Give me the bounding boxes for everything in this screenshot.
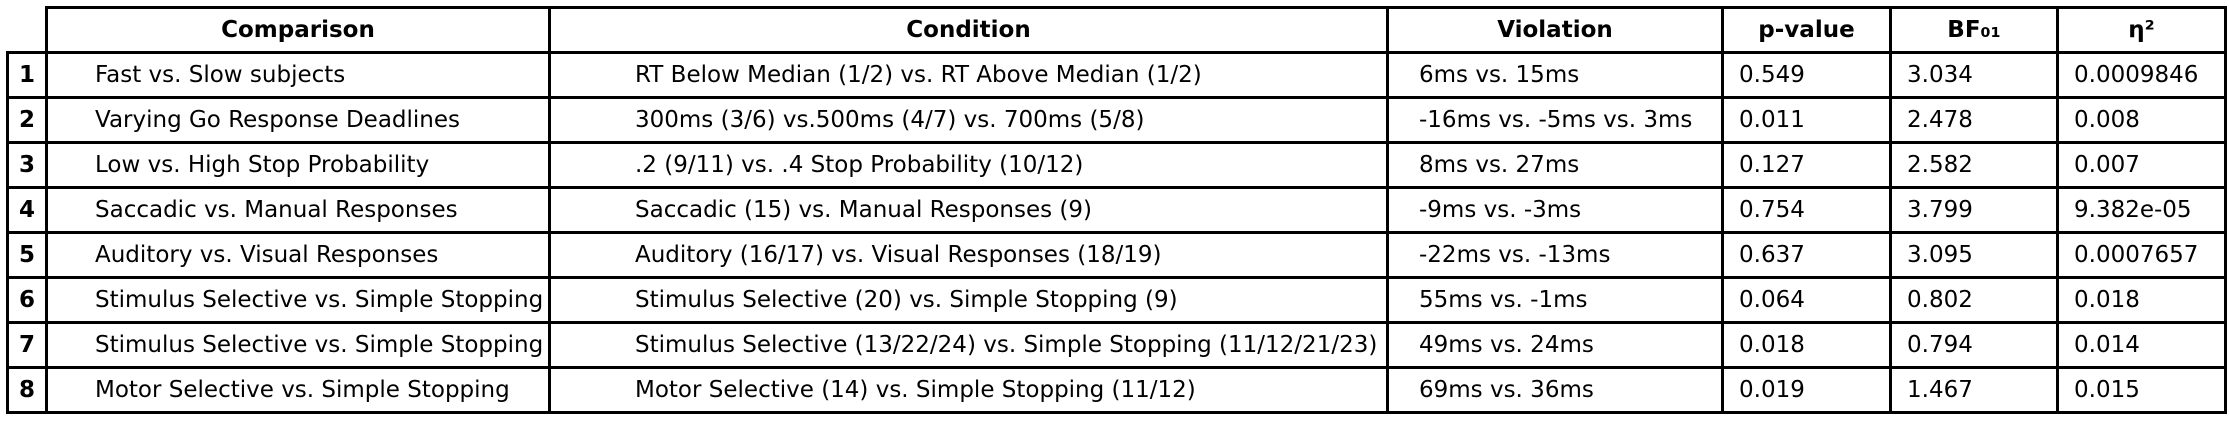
eta-squared-cell: 0.0007657: [2056, 231, 2227, 279]
bayes-factor-cell: 2.582: [1889, 141, 2059, 189]
comparison-cell: Saccadic vs. Manual Responses: [45, 186, 551, 234]
violation-cell: -16ms vs. -5ms vs. 3ms: [1386, 96, 1724, 144]
p-value-cell: 0.549: [1721, 51, 1892, 99]
p-value-cell: 0.637: [1721, 231, 1892, 279]
violation-cell: 8ms vs. 27ms: [1386, 141, 1724, 189]
condition-header: Condition: [548, 6, 1389, 54]
comparison-cell: Stimulus Selective vs. Simple Stopping: [45, 321, 551, 369]
violation-cell: -22ms vs. -13ms: [1386, 231, 1724, 279]
table-row: 6 Stimulus Selective vs. Simple Stopping…: [6, 276, 2227, 324]
table-row: 5 Auditory vs. Visual Responses Auditory…: [6, 231, 2227, 279]
violation-cell: 6ms vs. 15ms: [1386, 51, 1724, 99]
table-row: 4 Saccadic vs. Manual Responses Saccadic…: [6, 186, 2227, 234]
bayes-factor-cell: 3.799: [1889, 186, 2059, 234]
comparison-cell: Fast vs. Slow subjects: [45, 51, 551, 99]
table-row: 7 Stimulus Selective vs. Simple Stopping…: [6, 321, 2227, 369]
condition-cell: Stimulus Selective (13/22/24) vs. Simple…: [548, 321, 1389, 369]
violation-header: Violation: [1386, 6, 1724, 54]
bayes-factor-cell: 0.794: [1889, 321, 2059, 369]
comparison-cell: Low vs. High Stop Probability: [45, 141, 551, 189]
eta-squared-cell: 0.014: [2056, 321, 2227, 369]
comparison-cell: Varying Go Response Deadlines: [45, 96, 551, 144]
bayes-factor-cell: 1.467: [1889, 366, 2059, 414]
eta-squared-cell: 0.018: [2056, 276, 2227, 324]
comparison-cell: Stimulus Selective vs. Simple Stopping: [45, 276, 551, 324]
header-row: Comparison Condition Violation p-value B…: [7, 6, 2227, 54]
violation-cell: 55ms vs. -1ms: [1386, 276, 1724, 324]
condition-cell: Stimulus Selective (20) vs. Simple Stopp…: [548, 276, 1389, 324]
violation-cell: 49ms vs. 24ms: [1386, 321, 1724, 369]
index-header: [7, 7, 48, 54]
eta-squared-cell: 9.382e-05: [2056, 186, 2227, 234]
row-index: 6: [6, 276, 48, 324]
p-value-cell: 0.127: [1721, 141, 1892, 189]
condition-cell: .2 (9/11) vs. .4 Stop Probability (10/12…: [548, 141, 1389, 189]
row-index: 2: [6, 96, 48, 144]
violation-cell: -9ms vs. -3ms: [1386, 186, 1724, 234]
eta-squared-header: η²: [2056, 6, 2227, 54]
bayes-factor-cell: 0.802: [1889, 276, 2059, 324]
comparison-cell: Motor Selective vs. Simple Stopping: [45, 366, 551, 414]
eta-squared-cell: 0.007: [2056, 141, 2227, 189]
condition-cell: Auditory (16/17) vs. Visual Responses (1…: [548, 231, 1389, 279]
row-index: 4: [6, 186, 48, 234]
row-index: 7: [6, 321, 48, 369]
table-row: 8 Motor Selective vs. Simple Stopping Mo…: [6, 366, 2227, 414]
p-value-cell: 0.754: [1721, 186, 1892, 234]
condition-cell: 300ms (3/6) vs.500ms (4/7) vs. 700ms (5/…: [548, 96, 1389, 144]
comparison-cell: Auditory vs. Visual Responses: [45, 231, 551, 279]
comparison-header: Comparison: [45, 6, 551, 54]
condition-cell: Motor Selective (14) vs. Simple Stopping…: [548, 366, 1389, 414]
row-index: 1: [6, 51, 48, 99]
condition-cell: RT Below Median (1/2) vs. RT Above Media…: [548, 51, 1389, 99]
bayes-factor-cell: 3.034: [1889, 51, 2059, 99]
row-index: 5: [6, 231, 48, 279]
row-index: 8: [6, 366, 48, 414]
p-value-cell: 0.019: [1721, 366, 1892, 414]
eta-squared-cell: 0.0009846: [2056, 51, 2227, 99]
p-value-cell: 0.064: [1721, 276, 1892, 324]
condition-cell: Saccadic (15) vs. Manual Responses (9): [548, 186, 1389, 234]
p-value-header: p-value: [1721, 6, 1892, 54]
p-value-cell: 0.011: [1721, 96, 1892, 144]
row-index: 3: [6, 141, 48, 189]
violation-cell: 69ms vs. 36ms: [1386, 366, 1724, 414]
results-table: Comparison Condition Violation p-value B…: [6, 6, 2227, 414]
p-value-cell: 0.018: [1721, 321, 1892, 369]
table-row: 3 Low vs. High Stop Probability .2 (9/11…: [6, 141, 2227, 189]
table-row: 1 Fast vs. Slow subjects RT Below Median…: [6, 51, 2227, 99]
eta-squared-cell: 0.015: [2056, 366, 2227, 414]
eta-squared-cell: 0.008: [2056, 96, 2227, 144]
bayes-factor-cell: 3.095: [1889, 231, 2059, 279]
bayes-factor-cell: 2.478: [1889, 96, 2059, 144]
bayes-factor-header: BF₀₁: [1889, 6, 2059, 54]
table-row: 2 Varying Go Response Deadlines 300ms (3…: [6, 96, 2227, 144]
